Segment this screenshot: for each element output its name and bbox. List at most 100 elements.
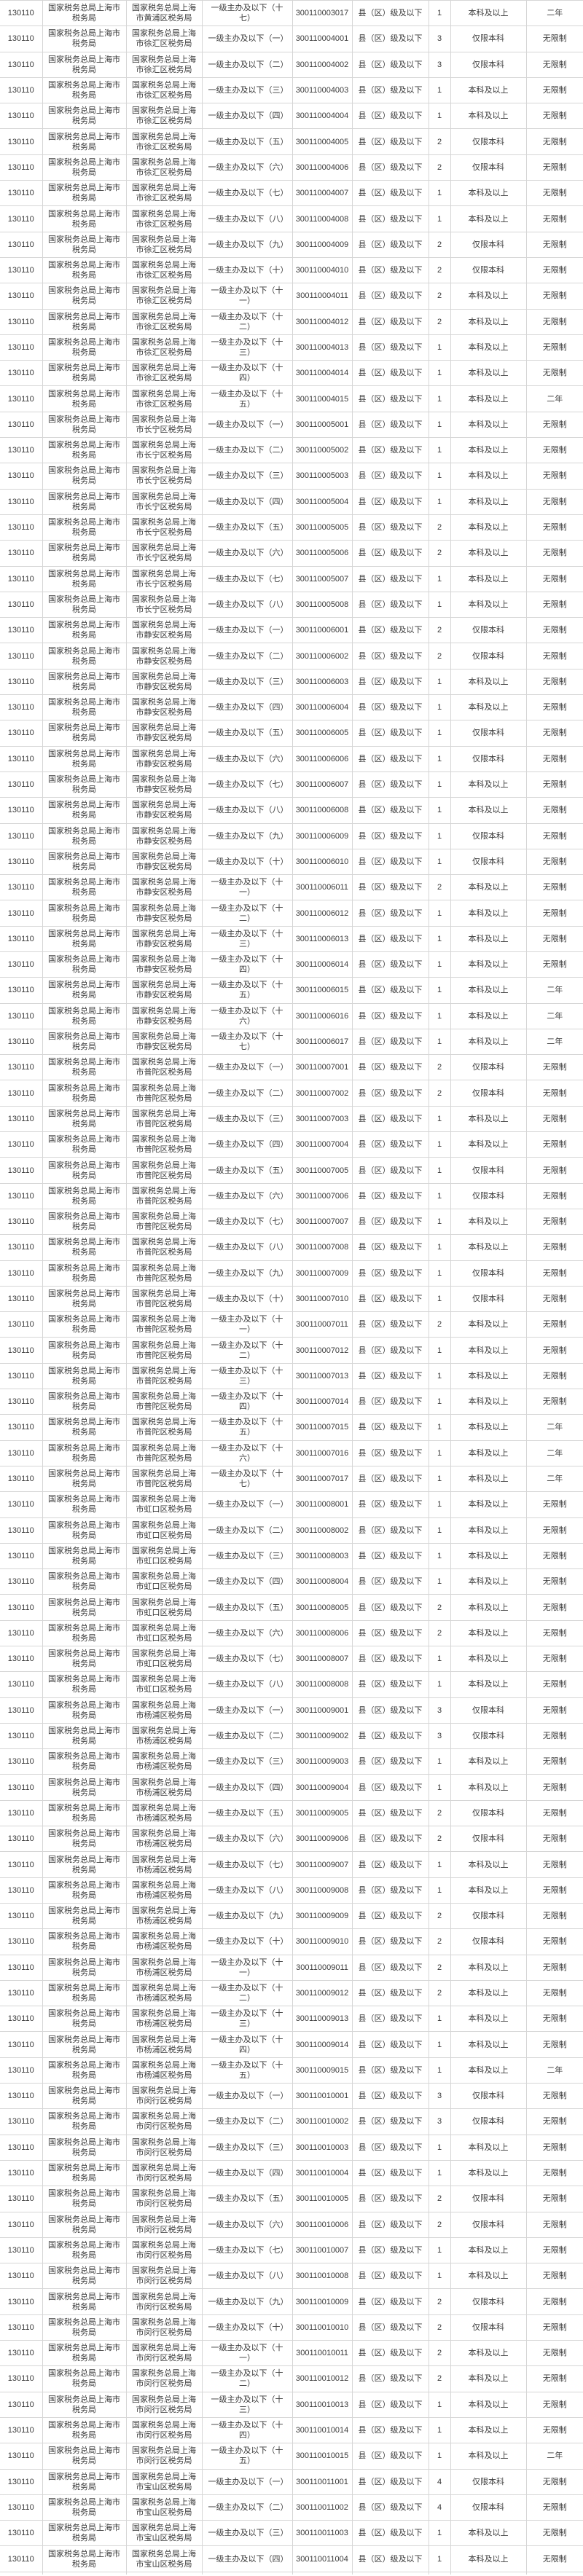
bureau-cell: 国家税务总局上海市杨浦区税务局: [125, 1722, 203, 1750]
position-title-cell: 一级主办及以下（五）: [201, 1157, 293, 1184]
position-code-cell: 300110008008: [292, 1671, 353, 1698]
education-cell: 本科及以上: [450, 360, 527, 387]
bureau-cell: 国家税务总局上海市普陀区税务局: [125, 1414, 203, 1441]
admin-level-cell: 县（区）级及以下: [351, 283, 429, 310]
table-row: 130110 国家税务总局上海市税务局 国家税务总局上海市杨浦区税务局 一级主办及以下…: [0, 1954, 583, 1981]
position-title-cell: 一级主办及以下（二）: [201, 1080, 293, 1107]
position-code-cell: 300110010004: [292, 2159, 353, 2187]
experience-cell: 无限制: [525, 1954, 583, 1981]
position-title-cell: 一级主办及以下（十五）: [201, 2443, 293, 2470]
department-code-cell: 130110: [0, 103, 43, 130]
department-cell: 国家税务总局上海市税务局: [42, 1722, 127, 1750]
position-code-cell: 300110009014: [292, 2031, 353, 2058]
openings-cell: 1: [428, 1337, 451, 1364]
bureau-cell: 国家税务总局上海市普陀区税务局: [125, 1311, 203, 1338]
position-title-cell: 一级主办及以下（十一）: [201, 1954, 293, 1981]
education-cell: 本科及以上: [450, 283, 527, 310]
experience-cell: 无限制: [525, 2031, 583, 2058]
department-code-cell: 130110: [0, 1131, 43, 1158]
table-row: 130110 国家税务总局上海市税务局 国家税务总局上海市杨浦区税务局 一级主办及以下…: [0, 2031, 583, 2058]
experience-cell: 无限制: [525, 1311, 583, 1338]
position-title-cell: 一级主办及以下（十四）: [201, 360, 293, 387]
table-row: 130110 国家税务总局上海市税务局 国家税务总局上海市虹口区税务局 一级主办及以下…: [0, 1517, 583, 1544]
position-code-cell: 300110005006: [292, 540, 353, 567]
department-cell: 国家税务总局上海市税务局: [42, 2468, 127, 2495]
experience-cell: 无限制: [525, 951, 583, 978]
openings-cell: 1: [428, 1491, 451, 1518]
openings-cell: 3: [428, 25, 451, 52]
education-cell: 本科及以上: [450, 1389, 527, 1415]
position-code-cell: 300110006001: [292, 617, 353, 644]
education-cell: 本科及以上: [450, 900, 527, 927]
position-code-cell: 300110010014: [292, 2416, 353, 2444]
education-cell: 本科及以上: [450, 1234, 527, 1261]
position-title-cell: 一级主办及以下（三）: [201, 1748, 293, 1775]
bureau-cell: 国家税务总局上海市静安区税务局: [125, 694, 203, 721]
openings-cell: 1: [428, 437, 451, 464]
position-code-cell: 300110006017: [292, 1028, 353, 1056]
bureau-cell: 国家税务总局上海市徐汇区税务局: [125, 128, 203, 155]
experience-cell: 无限制: [525, 874, 583, 901]
position-title-cell: 一级主办及以下（一）: [201, 2468, 293, 2495]
department-cell: 国家税务总局上海市税务局: [42, 565, 127, 592]
admin-level-cell: 县（区）级及以下: [351, 2494, 429, 2521]
bureau-cell: 国家税务总局上海市普陀区税务局: [125, 1080, 203, 1107]
department-cell: 国家税务总局上海市税务局: [42, 2391, 127, 2418]
experience-cell: 无限制: [525, 1054, 583, 1081]
education-cell: 本科及以上: [450, 540, 527, 567]
experience-cell: 二年: [525, 1440, 583, 1466]
position-code-cell: 300110009011: [292, 1954, 353, 1981]
table-row: 130110 国家税务总局上海市税务局 国家税务总局上海市普陀区税务局 一级主办及以下…: [0, 1208, 583, 1236]
table-row: 130110 国家税务总局上海市税务局 国家税务总局上海市闵行区税务局 一级主办及以下…: [0, 2288, 583, 2315]
table-row: 130110 国家税务总局上海市税务局 国家税务总局上海市静安区税务局 一级主办及以下…: [0, 1002, 583, 1029]
table-row: 130110 国家税务总局上海市税务局 国家税务总局上海市静安区税务局 一级主办及以下…: [0, 848, 583, 876]
position-title-cell: 一级主办及以下（十一）: [201, 1311, 293, 1338]
openings-cell: 1: [428, 745, 451, 772]
experience-cell: 无限制: [525, 745, 583, 772]
openings-cell: 3: [428, 2108, 451, 2135]
experience-cell: 无限制: [525, 848, 583, 876]
education-cell: 本科及以上: [450, 1877, 527, 1904]
table-row: 130110 国家税务总局上海市税务局 国家税务总局上海市闵行区税务局 一级主办及以下…: [0, 2443, 583, 2470]
admin-level-cell: 县（区）级及以下: [351, 1440, 429, 1466]
department-cell: 国家税务总局上海市税务局: [42, 385, 127, 412]
department-code-cell: 130110: [0, 2186, 43, 2212]
experience-cell: 无限制: [525, 2211, 583, 2238]
bureau-cell: 国家税务总局上海市普陀区税务局: [125, 1362, 203, 1390]
education-cell: 本科及以上: [450, 1362, 527, 1390]
openings-cell: 2: [428, 1311, 451, 1338]
table-row: 130110 国家税务总局上海市税务局 国家税务总局上海市普陀区税务局 一级主办及以下…: [0, 1234, 583, 1261]
department-cell: 国家税务总局上海市税务局: [42, 1311, 127, 1338]
education-cell: 仅限本科: [450, 1260, 527, 1287]
department-cell: 国家税务总局上海市税务局: [42, 1002, 127, 1029]
position-code-cell: 300110010013: [292, 2391, 353, 2418]
openings-cell: 2: [428, 154, 451, 181]
admin-level-cell: 县（区）级及以下: [351, 205, 429, 232]
position-title-cell: 一级主办及以下（九）: [201, 231, 293, 258]
department-cell: [42, 2571, 127, 2575]
position-title-cell: 一级主办及以下（四）: [201, 488, 293, 515]
openings-cell: 1: [428, 180, 451, 207]
admin-level-cell: 县（区）级及以下: [351, 668, 429, 696]
position-code-cell: 300110008002: [292, 1517, 353, 1544]
bureau-cell: 国家税务总局上海市普陀区税务局: [125, 1105, 203, 1133]
experience-cell: 无限制: [525, 1645, 583, 1673]
openings-cell: 1: [428, 1671, 451, 1698]
experience-cell: 无限制: [525, 1389, 583, 1415]
department-cell: 国家税务总局上海市税务局: [42, 231, 127, 258]
openings-cell: 1: [428, 2416, 451, 2444]
position-code-cell: 300110004006: [292, 154, 353, 181]
position-title-cell: 一级主办及以下（五）: [201, 514, 293, 541]
table-row: 130110 国家税务总局上海市税务局 国家税务总局上海市杨浦区税务局 一级主办及以下…: [0, 1697, 583, 1724]
education-cell: 本科及以上: [450, 1645, 527, 1673]
education-cell: 本科及以上: [450, 1517, 527, 1544]
bureau-cell: 国家税务总局上海市杨浦区税务局: [125, 1902, 203, 1930]
department-code-cell: 130110: [0, 1748, 43, 1775]
openings-cell: 1: [428, 1465, 451, 1493]
position-title-cell: 一级主办及以下（十）: [201, 2314, 293, 2341]
experience-cell: 无限制: [525, 1234, 583, 1261]
education-cell: 本科及以上: [450, 2443, 527, 2470]
position-title-cell: 一级主办及以下（七）: [201, 565, 293, 592]
openings-cell: 1: [428, 76, 451, 104]
department-code-cell: 130110: [0, 76, 43, 104]
